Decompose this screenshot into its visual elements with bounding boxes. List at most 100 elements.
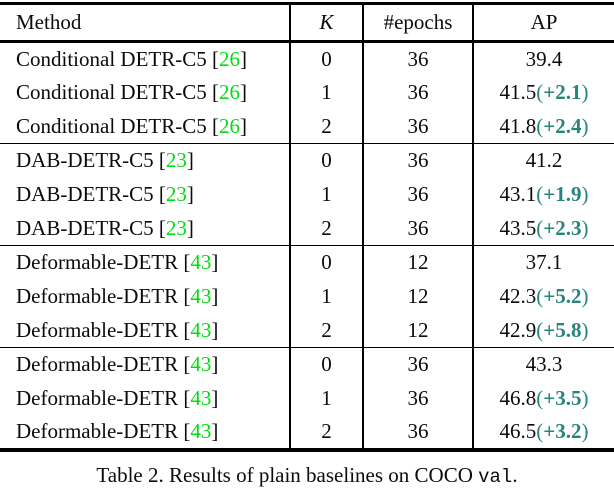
method-name: Conditional DETR-C5: [16, 80, 212, 104]
table-row: Deformable-DETR [43] 2 36 46.5(+3.2): [0, 415, 614, 450]
citation-link[interactable]: 43: [190, 352, 212, 377]
k-cell: 1: [290, 381, 364, 416]
citation-link[interactable]: 26: [219, 80, 240, 104]
table-caption: Table 2. Results of plain baselines on C…: [0, 463, 614, 488]
method-cell: DAB-DETR-C5 [23]: [0, 143, 291, 178]
ap-gain-value: +5.8: [543, 317, 582, 342]
ap-cell: 42.9(+5.8): [473, 314, 614, 348]
table-row: Deformable-DETR [43] 0 12 37.1: [0, 245, 614, 280]
method-name: Deformable-DETR: [16, 419, 184, 443]
method-name: DAB-DETR-C5: [16, 215, 159, 240]
citation-bracket-close: ]: [240, 113, 247, 138]
table-body: Conditional DETR-C5 [26] 0 36 39.4 Condition…: [0, 41, 614, 450]
caption-code-val: val: [478, 465, 513, 488]
ap-cell: 41.2: [473, 144, 614, 178]
citation-link[interactable]: 43: [190, 250, 212, 275]
method-cell: Deformable-DETR [43]: [0, 313, 291, 348]
table-row: Deformable-DETR [43] 2 12 42.9(+5.8): [0, 313, 614, 348]
epochs-cell: 36: [363, 177, 474, 212]
results-table: Method K #epochs AP Conditional DETR-C5 …: [0, 2, 614, 452]
ap-value: 41.5: [499, 80, 537, 104]
ap-gain: (+3.5): [536, 386, 589, 410]
method-cell: Deformable-DETR [43]: [0, 245, 291, 280]
ap-value: 46.8: [499, 386, 537, 410]
method-cell: Deformable-DETR [43]: [0, 279, 291, 314]
ap-cell: 46.5(+3.2): [473, 416, 614, 450]
ap-gain: (+5.8): [536, 317, 589, 342]
ap-cell: 42.3(+5.2): [473, 280, 614, 314]
citation-link[interactable]: 23: [165, 182, 187, 206]
ap-value: 39.4: [525, 46, 563, 71]
method-cell: Conditional DETR-C5 [26]: [0, 75, 291, 110]
citation-bracket-close: ]: [211, 419, 219, 443]
ap-cell: 39.4: [473, 42, 614, 76]
k-cell: 2: [290, 313, 364, 348]
k-cell: 2: [290, 109, 364, 144]
method-name: Conditional DETR-C5: [16, 46, 212, 71]
citation-bracket-open: [: [158, 215, 166, 240]
ap-cell: 37.1: [473, 246, 614, 280]
ap-gain-value: +2.1: [543, 80, 582, 104]
method-name: Deformable-DETR: [16, 284, 184, 308]
k-cell: 0: [290, 41, 364, 76]
k-cell: 1: [290, 279, 364, 314]
table-row: Conditional DETR-C5 [26] 2 36 41.8(+2.4): [0, 109, 614, 144]
table-row: DAB-DETR-C5 [23] 1 36 43.1(+1.9): [0, 177, 614, 212]
ap-cell: 43.5(+2.3): [473, 212, 614, 246]
epochs-cell: 12: [363, 245, 474, 280]
table-row: Conditional DETR-C5 [26] 1 36 41.5(+2.1): [0, 75, 614, 110]
col-header-epochs: #epochs: [363, 3, 474, 42]
table-row: DAB-DETR-C5 [23] 0 36 41.2: [0, 143, 614, 178]
col-header-ap: AP: [530, 10, 558, 34]
method-name: Conditional DETR-C5: [16, 113, 212, 138]
method-name: DAB-DETR-C5: [16, 182, 159, 206]
epochs-cell: 36: [363, 41, 474, 76]
citation-bracket-open: [: [212, 46, 219, 71]
citation-bracket-open: [: [183, 352, 191, 377]
header-row: Method K #epochs AP: [0, 3, 614, 42]
epochs-cell: 12: [363, 279, 474, 314]
table-row: Conditional DETR-C5 [26] 0 36 39.4: [0, 41, 614, 76]
method-name: Deformable-DETR: [16, 386, 184, 410]
method-cell: Conditional DETR-C5 [26]: [0, 41, 291, 76]
ap-value: 41.2: [525, 148, 563, 173]
citation-bracket-close: ]: [186, 148, 194, 173]
method-cell: DAB-DETR-C5 [23]: [0, 177, 291, 212]
epochs-cell: 36: [363, 75, 474, 110]
ap-cell: 46.8(+3.5): [473, 382, 614, 416]
method-name: Deformable-DETR: [16, 317, 184, 342]
ap-gain-value: +3.2: [543, 419, 582, 443]
method-name: DAB-DETR-C5: [16, 148, 159, 173]
method-name: Deformable-DETR: [16, 250, 184, 275]
epochs-cell: 36: [363, 143, 474, 178]
ap-value: 41.8: [499, 113, 537, 138]
ap-cell: 41.5(+2.1): [473, 76, 614, 110]
citation-link[interactable]: 26: [219, 113, 240, 138]
ap-value: 42.9: [499, 317, 537, 342]
citation-link[interactable]: 23: [165, 215, 187, 240]
citation-bracket-close: ]: [240, 80, 247, 104]
ap-gain: (+5.2): [536, 284, 589, 308]
citation-bracket-open: [: [183, 419, 191, 443]
citation-link[interactable]: 43: [190, 284, 212, 308]
citation-link[interactable]: 23: [165, 148, 187, 173]
k-cell: 1: [290, 177, 364, 212]
table-row: Deformable-DETR [43] 1 36 46.8(+3.5): [0, 381, 614, 416]
ap-cell: 43.1(+1.9): [473, 178, 614, 212]
ap-gain-value: +2.3: [543, 215, 582, 240]
citation-link[interactable]: 43: [190, 317, 212, 342]
table-header: Method K #epochs AP: [0, 3, 614, 42]
method-name: Deformable-DETR: [16, 352, 184, 377]
k-cell: 0: [290, 347, 364, 382]
ap-gain-value: +3.5: [543, 386, 582, 410]
citation-bracket-close: ]: [211, 386, 219, 410]
ap-gain: (+3.2): [536, 419, 589, 443]
citation-bracket-open: [: [212, 113, 219, 138]
ap-cell: 43.3: [473, 348, 614, 382]
citation-bracket-close: ]: [186, 215, 194, 240]
citation-link[interactable]: 26: [219, 46, 240, 71]
ap-value: 37.1: [525, 250, 563, 275]
k-cell: 2: [290, 211, 364, 246]
citation-link[interactable]: 43: [190, 419, 212, 443]
citation-link[interactable]: 43: [190, 386, 212, 410]
